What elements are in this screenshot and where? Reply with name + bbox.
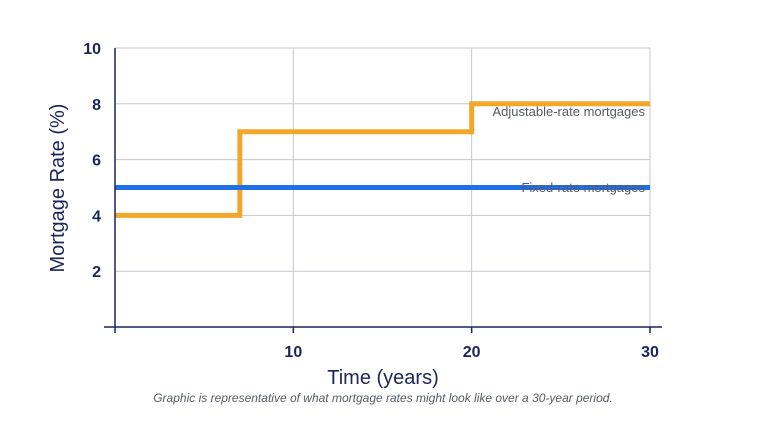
y-tick-label-2: 2 [92,264,101,281]
series-label-fixed: Fixed-rate mortgages [521,180,645,195]
chart-caption: Graphic is representative of what mortga… [153,391,613,405]
y-axis-title: Mortgage Rate (%) [47,104,69,273]
x-tick-label-20: 20 [463,344,481,361]
y-tick-label-6: 6 [92,153,101,170]
x-tick-label-30: 30 [641,344,659,361]
series-label-adjustable: Adjustable-rate mortgages [493,104,646,119]
x-axis-title: Time (years) [327,367,438,389]
tick-labels: 2 4 6 8 10 10 20 30 [83,41,659,361]
series-line-adjustable [115,101,650,218]
x-tick-label-10: 10 [284,344,302,361]
axes [104,48,662,333]
series-layer [115,101,650,218]
y-tick-label-4: 4 [92,208,101,225]
y-tick-label-10: 10 [83,41,101,58]
y-tick-label-8: 8 [92,97,101,114]
